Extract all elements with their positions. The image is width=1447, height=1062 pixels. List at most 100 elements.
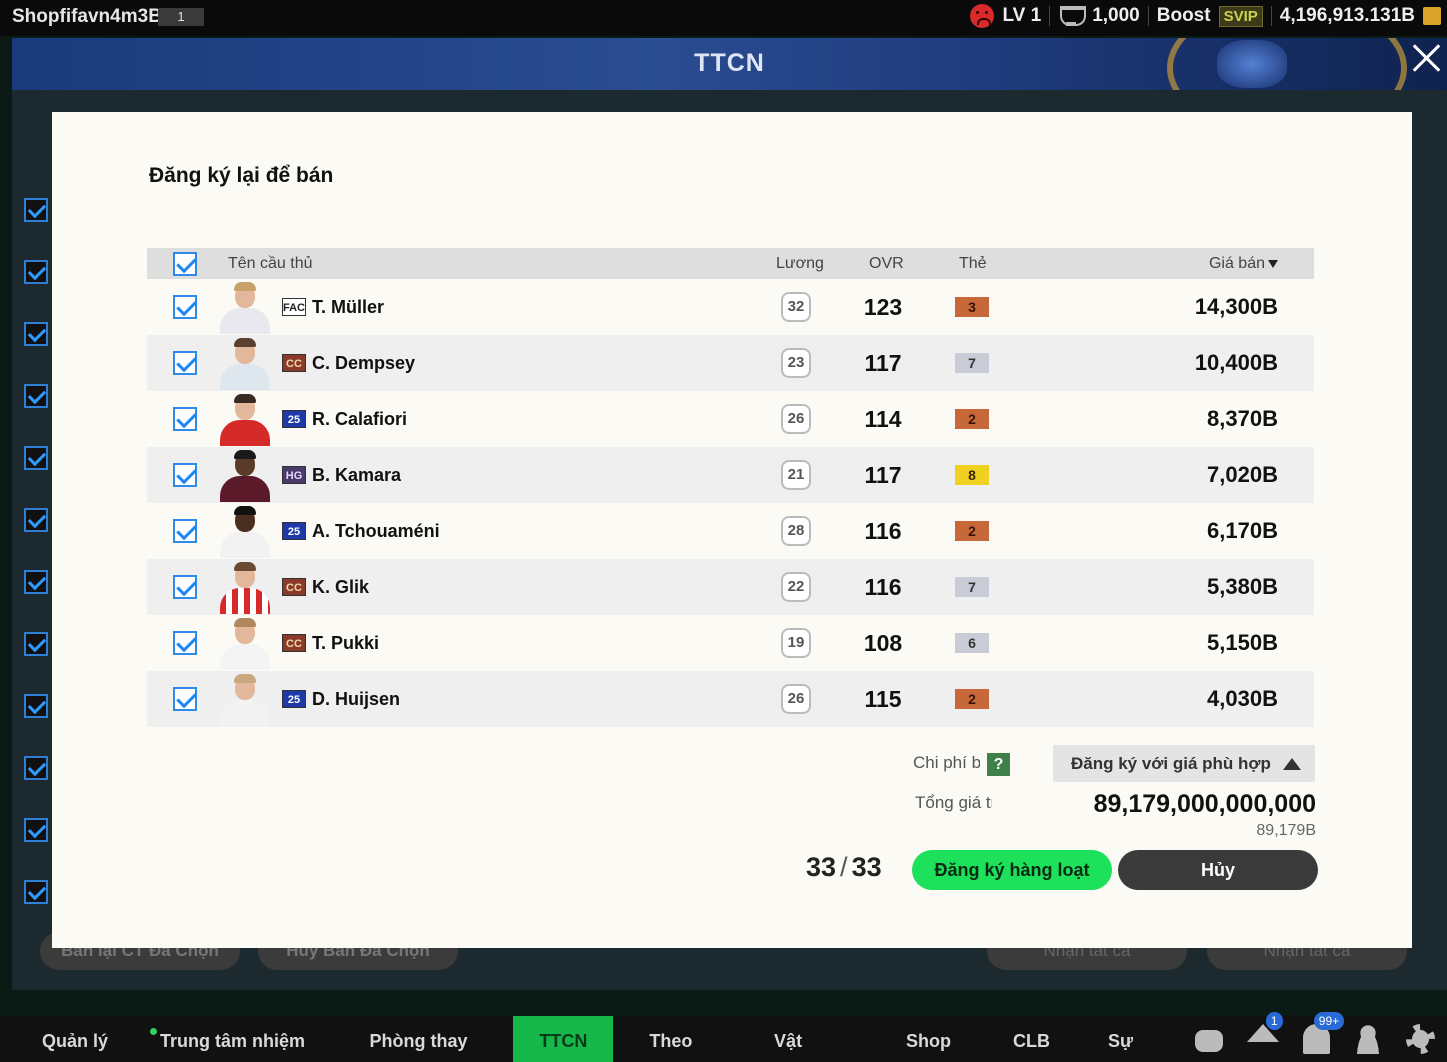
gear-icon[interactable] — [1405, 1024, 1436, 1054]
profile-icon[interactable] — [1354, 1024, 1382, 1054]
background-checkbox-column — [24, 198, 50, 942]
nav-item-events[interactable]: Sự kiện — [1107, 1031, 1133, 1051]
cancel-button[interactable]: Hủy — [1118, 850, 1318, 890]
checkbox-icon — [24, 570, 48, 594]
boost-label[interactable]: Boost — [1156, 5, 1211, 26]
row-checkbox[interactable] — [173, 351, 197, 375]
bulk-register-button[interactable]: Đăng ký hàng loạt — [912, 850, 1112, 890]
wage-badge: 22 — [781, 572, 811, 602]
player-ovr: 116 — [864, 517, 902, 544]
divider — [1147, 6, 1149, 26]
checkbox-icon — [24, 632, 48, 656]
home-button[interactable]: 1 — [1246, 1012, 1283, 1054]
upgrade-level-badge: 3 — [955, 297, 989, 317]
help-icon[interactable]: ? — [987, 753, 1010, 776]
bell-icon[interactable]: 99+ — [1302, 1012, 1345, 1054]
row-checkbox[interactable] — [173, 463, 197, 487]
checkbox-icon — [24, 322, 48, 346]
player-ovr: 108 — [863, 629, 903, 656]
table-row[interactable]: 25 A. Tchouaméni 28 116 2 6,170B — [147, 503, 1314, 559]
fee-label: Chi phí bá — [913, 753, 980, 772]
player-name-cell: CC K. Glik — [282, 559, 369, 615]
row-checkbox[interactable] — [173, 519, 197, 543]
season-badge: CC — [282, 634, 306, 652]
player-name: A. Tchouaméni — [312, 520, 440, 541]
row-checkbox[interactable] — [173, 407, 197, 431]
table-row[interactable]: CC C. Dempsey 23 117 7 10,400B — [147, 335, 1314, 391]
nav-item-transfer-market[interactable]: TTCN — [513, 1016, 614, 1062]
player-ovr: 116 — [864, 573, 902, 600]
table-row[interactable]: HG B. Kamara 21 117 8 7,020B — [147, 447, 1314, 503]
row-checkbox[interactable] — [173, 631, 197, 655]
username: Shopfifavn4m3Bp — [12, 6, 174, 27]
upgrade-level-badge: 2 — [955, 521, 989, 541]
trophy-count: 1,000 — [1092, 5, 1140, 26]
season-badge: FAC — [282, 298, 306, 316]
player-avatar — [218, 336, 272, 390]
reregister-modal: Đăng ký lại để bán Tên cầu thủ Lương OVR… — [52, 112, 1412, 948]
chat-icon[interactable] — [1194, 1030, 1223, 1052]
window-title-bar: TTCN — [12, 38, 1447, 90]
nav-item-squad[interactable]: Quản lý CT — [42, 1031, 109, 1051]
player-name: C. Dempsey — [312, 352, 416, 373]
player-name: B. Kamara — [312, 464, 402, 485]
player-name-cell: 25 R. Calafiori — [282, 391, 407, 447]
wage-badge: 26 — [781, 404, 811, 434]
price-mode-dropdown[interactable]: Đăng ký với giá phù hợp — [1053, 745, 1315, 782]
season-badge: 25 — [282, 690, 306, 708]
table-row[interactable]: 25 R. Calafiori 26 114 2 8,370B — [147, 391, 1314, 447]
nav-item-watchlist[interactable]: Theo dõi — [649, 1031, 693, 1051]
column-ovr-header[interactable]: OVR — [869, 254, 904, 272]
balance: 4,196,913.131B — [1279, 5, 1415, 26]
table-row[interactable]: FAC T. Müller 32 123 3 14,300B — [147, 279, 1314, 335]
player-ovr: 114 — [864, 405, 902, 432]
nav-item-label: Trung tâm nhiệm vụ — [159, 1031, 305, 1051]
row-checkbox[interactable] — [173, 295, 197, 319]
player-name-cell: 25 A. Tchouaméni — [282, 503, 440, 559]
player-price: 14,300B — [1194, 294, 1278, 319]
row-checkbox[interactable] — [173, 687, 197, 711]
player-ovr: 123 — [863, 293, 903, 320]
wage-badge: 19 — [781, 628, 811, 658]
player-name: K. Glik — [312, 576, 370, 597]
wage-badge: 23 — [781, 348, 811, 378]
select-all-cell[interactable] — [173, 248, 197, 279]
table-row[interactable]: CC K. Glik 22 116 7 5,380B — [147, 559, 1314, 615]
player-price: 5,380B — [1207, 574, 1278, 599]
nav-item-missions[interactable]: Trung tâm nhiệm vụ — [142, 1016, 326, 1062]
notification-badge: 99+ — [1313, 1012, 1345, 1030]
column-price-label: Giá bán — [1208, 254, 1265, 272]
nav-item-shop[interactable]: Shop — [905, 1031, 951, 1051]
player-price: 5,150B — [1207, 630, 1278, 655]
wage-badge: 32 — [781, 292, 811, 322]
column-price-header[interactable]: Giá bán — [1209, 248, 1278, 279]
close-icon[interactable] — [1409, 40, 1445, 76]
wage-badge: 28 — [781, 516, 811, 546]
season-badge: CC — [282, 354, 306, 372]
top-stats: LV 1 1,000 Boost SVIP 4,196,913.131B — [970, 4, 1441, 28]
player-price: 7,020B — [1207, 462, 1278, 487]
player-ovr: 117 — [864, 349, 902, 376]
svip-badge[interactable]: SVIP — [1218, 5, 1263, 27]
upgrade-level-badge: 6 — [955, 633, 989, 653]
nav-item-items[interactable]: Vật phẩm — [774, 1031, 803, 1051]
select-all-checkbox[interactable] — [173, 251, 197, 276]
level-label: LV 1 — [1002, 5, 1042, 26]
column-card-header[interactable]: Thẻ — [959, 254, 987, 272]
table-row[interactable]: CC T. Pukki 19 108 6 5,150B — [147, 615, 1314, 671]
upgrade-level-badge: 7 — [955, 577, 989, 597]
season-badge: 25 — [282, 410, 306, 428]
player-avatar — [218, 448, 272, 502]
player-avatar — [218, 280, 272, 334]
row-checkbox[interactable] — [173, 575, 197, 599]
season-badge: HG — [282, 466, 306, 484]
trophy-icon — [1058, 4, 1087, 28]
player-avatar — [218, 392, 272, 446]
nav-item-club[interactable]: CLB — [1012, 1031, 1050, 1051]
table-row[interactable]: 25 D. Huijsen 26 115 2 4,030B — [147, 671, 1314, 727]
total-value: 89,179,000,000,000 — [1093, 790, 1316, 818]
modal-title: Đăng ký lại để bán — [149, 164, 334, 187]
column-wage-header[interactable]: Lương — [776, 254, 824, 272]
nav-item-locker[interactable]: Phòng thay đồ — [369, 1031, 468, 1051]
divider — [1049, 6, 1051, 26]
